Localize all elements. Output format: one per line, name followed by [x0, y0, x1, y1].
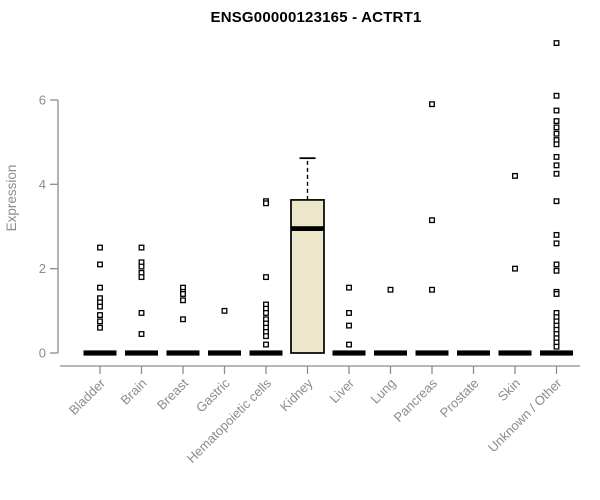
data-point	[553, 118, 560, 125]
zero-box-bar	[249, 350, 283, 356]
data-point	[180, 297, 186, 304]
data-point	[180, 291, 186, 297]
data-point	[429, 101, 435, 108]
zero-box-bar	[125, 350, 158, 356]
data-point	[97, 318, 103, 325]
data-point	[346, 341, 352, 348]
zero-box-bar	[332, 350, 366, 356]
data-point	[553, 92, 560, 99]
data-point	[553, 291, 560, 297]
x-tick-label-kidney: Kidney	[277, 375, 316, 414]
zero-box-bar	[166, 350, 200, 356]
box-iqr	[290, 199, 325, 354]
data-point	[263, 309, 269, 316]
y-tick-label: 2	[39, 261, 46, 276]
data-point	[553, 267, 560, 274]
data-point	[138, 274, 145, 281]
x-tick-label-pancreas: Pancreas	[391, 375, 441, 425]
data-point	[429, 217, 435, 224]
data-point	[553, 107, 560, 114]
x-tick-label-breast: Breast	[154, 375, 191, 412]
data-point	[553, 141, 560, 148]
data-point	[346, 284, 352, 291]
data-point	[221, 307, 228, 314]
data-point	[553, 130, 560, 137]
data-point	[387, 286, 394, 293]
data-point	[553, 153, 560, 160]
data-point	[553, 343, 560, 350]
data-point	[553, 261, 560, 268]
zero-box-bar	[83, 350, 117, 356]
zero-box-bar	[208, 350, 241, 356]
data-point	[263, 333, 269, 340]
data-point	[97, 312, 103, 318]
data-point	[346, 309, 352, 316]
box-median-line	[291, 226, 324, 231]
y-tick-label: 0	[39, 346, 46, 361]
zero-box-bar	[374, 350, 407, 356]
data-point	[512, 172, 518, 179]
data-point	[263, 341, 269, 348]
y-tick-label: 6	[39, 92, 46, 107]
x-tick-label-prostate: Prostate	[437, 376, 482, 421]
data-point	[553, 40, 560, 47]
y-tick-label: 4	[39, 177, 46, 192]
x-tick-label-skin: Skin	[495, 376, 523, 404]
x-tick-label-lung: Lung	[368, 376, 399, 407]
x-tick-label-bladder: Bladder	[66, 375, 109, 418]
data-point	[97, 284, 103, 291]
data-point	[553, 170, 560, 177]
zero-box-bar	[498, 350, 532, 356]
data-point	[138, 309, 145, 316]
data-point	[346, 322, 352, 329]
x-tick-label-liver: Liver	[327, 375, 358, 406]
data-point	[512, 265, 518, 272]
data-point	[553, 240, 560, 247]
zero-box-bar	[457, 350, 490, 356]
data-point	[429, 286, 435, 293]
data-point	[138, 263, 145, 270]
data-point	[138, 244, 145, 251]
data-point	[97, 324, 103, 331]
chart-title: ENSG00000123165 - ACTRT1	[210, 9, 422, 26]
data-point	[553, 231, 560, 238]
zero-box-bar	[540, 350, 573, 356]
data-point	[97, 244, 103, 251]
data-point	[553, 162, 560, 169]
data-point	[180, 316, 186, 323]
x-tick-label-unknown-other: Unknown / Other	[485, 375, 565, 455]
data-point	[97, 303, 103, 310]
data-point	[553, 198, 560, 205]
x-tick-label-brain: Brain	[118, 376, 150, 408]
data-point	[263, 200, 269, 207]
data-point	[97, 261, 103, 268]
data-point	[263, 274, 269, 281]
x-tick-label-gastric: Gastric	[193, 375, 233, 415]
zero-box-bar	[415, 350, 449, 356]
data-point	[138, 331, 145, 337]
data-point	[553, 124, 560, 131]
